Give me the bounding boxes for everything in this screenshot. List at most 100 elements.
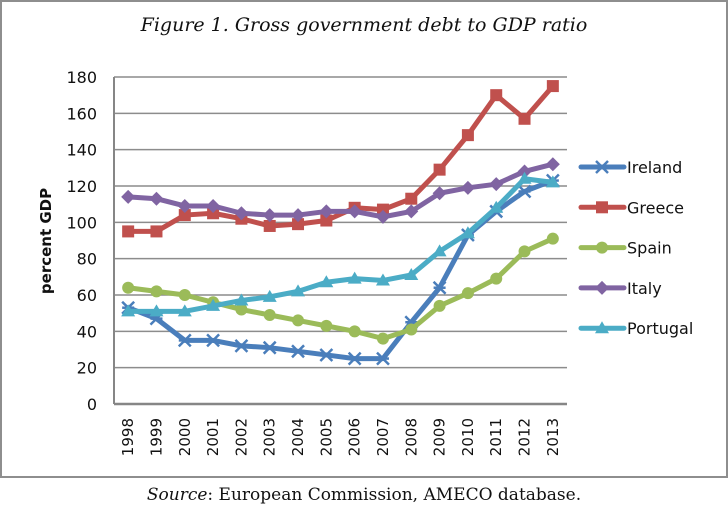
data-point-italy (121, 189, 136, 204)
data-point-italy (517, 164, 532, 179)
data-point-spain (178, 289, 191, 301)
legend-label-greece: Greece (627, 198, 684, 217)
x-tick-label: 1999 (147, 418, 165, 456)
data-point-ireland (262, 340, 277, 355)
y-tick-label: 160 (66, 104, 97, 123)
y-tick-label: 40 (77, 322, 97, 341)
data-point-spain (150, 285, 163, 298)
data-point-portugal (545, 175, 560, 188)
data-point-portugal (177, 304, 192, 317)
data-point-italy (291, 208, 306, 223)
data-point-greece (122, 225, 135, 238)
line-chart: 0 20 40 60 80 100 120 140 160 180 1998 1999 2000 200… (37, 68, 693, 456)
x-tick-label: 2010 (459, 418, 477, 456)
data-point-portugal (375, 273, 390, 286)
data-point-greece (405, 192, 418, 205)
data-point-italy (432, 186, 447, 201)
data-point-portugal (121, 304, 136, 317)
data-point-italy (149, 191, 164, 206)
data-point-italy (489, 177, 504, 192)
legend-label-spain: Spain (627, 239, 672, 258)
data-point-greece (150, 225, 163, 238)
data-point-ireland (517, 184, 532, 199)
data-point-greece (320, 214, 333, 227)
data-point-italy (545, 157, 560, 172)
series-portugal (121, 171, 560, 317)
y-tick-label: 120 (66, 177, 97, 196)
y-tick-label: 180 (66, 68, 97, 87)
data-point-portugal (319, 275, 334, 288)
data-point-greece (207, 207, 220, 220)
data-point-spain (263, 308, 276, 321)
y-tick-label: 140 (66, 141, 97, 160)
data-point-italy (206, 198, 221, 213)
x-tick-label: 2011 (487, 418, 505, 456)
series-line-spain (125, 236, 556, 342)
data-point-spain (376, 332, 389, 345)
legend-label-italy: Italy (627, 279, 662, 298)
data-point-ireland (234, 338, 249, 353)
x-tick-label: 2009 (431, 418, 449, 456)
data-point-greece (546, 80, 559, 93)
legend-label-ireland: Ireland (627, 158, 682, 177)
data-point-greece (490, 89, 503, 102)
data-point-greece (433, 163, 446, 176)
data-point-spain (348, 325, 361, 338)
data-point-portugal (206, 298, 221, 311)
legend-marker-italy (595, 280, 609, 295)
series-line-italy (125, 161, 556, 220)
data-point-italy (234, 206, 249, 221)
series-line-portugal (125, 176, 556, 314)
data-point-spain (546, 232, 559, 245)
legend-label-portugal: Portugal (627, 319, 693, 338)
data-point-portugal (149, 304, 164, 317)
data-point-portugal (489, 200, 504, 213)
source-text: : European Commission, AMECO database. (207, 485, 582, 505)
data-point-italy (177, 198, 192, 213)
data-point-greece (518, 112, 531, 125)
x-tick-label: 2013 (544, 418, 562, 456)
y-axis-title: percent GDP (37, 188, 55, 294)
x-tick-label: 2000 (176, 418, 194, 456)
y-tick-label: 100 (66, 213, 97, 232)
data-point-portugal (234, 293, 249, 306)
series-italy (121, 157, 560, 224)
data-point-spain (518, 245, 531, 258)
data-point-greece (178, 209, 191, 222)
x-tick-label: 2003 (261, 418, 279, 456)
data-point-ireland (177, 333, 192, 348)
data-point-spain (292, 314, 305, 327)
x-tick-label: 1998 (119, 418, 137, 456)
x-tick-label: 2001 (204, 418, 222, 456)
data-point-spain (235, 303, 248, 316)
data-point-italy (347, 204, 362, 219)
data-point-portugal (460, 226, 475, 239)
x-tick-label: 2006 (346, 418, 364, 456)
y-tick-label: 60 (77, 286, 97, 305)
y-tick-label: 80 (77, 250, 97, 269)
data-point-ireland (347, 351, 362, 366)
data-point-greece (461, 129, 474, 142)
figure-source: Source: European Commission, AMECO datab… (0, 485, 728, 505)
data-point-italy (460, 180, 475, 195)
legend-marker-spain (596, 241, 608, 254)
data-point-spain (461, 287, 474, 300)
data-point-ireland (376, 351, 390, 366)
source-label: Source (146, 485, 208, 505)
data-point-spain (320, 319, 333, 332)
data-point-ireland (432, 280, 447, 295)
x-tick-label: 2004 (289, 418, 307, 456)
x-tick-label: 2008 (402, 418, 420, 456)
x-tick-label: 2005 (317, 418, 335, 456)
legend-item-italy: Italy (578, 279, 662, 298)
data-point-portugal (517, 171, 532, 184)
x-tick-label: 2002 (232, 418, 250, 456)
data-point-spain (122, 281, 135, 294)
x-tick-label: 2007 (374, 418, 392, 456)
data-point-greece (292, 218, 305, 231)
data-point-spain (490, 272, 503, 285)
data-point-portugal (432, 244, 447, 257)
series-spain (122, 232, 559, 345)
gridlines (113, 76, 567, 406)
data-point-portugal (262, 289, 277, 302)
